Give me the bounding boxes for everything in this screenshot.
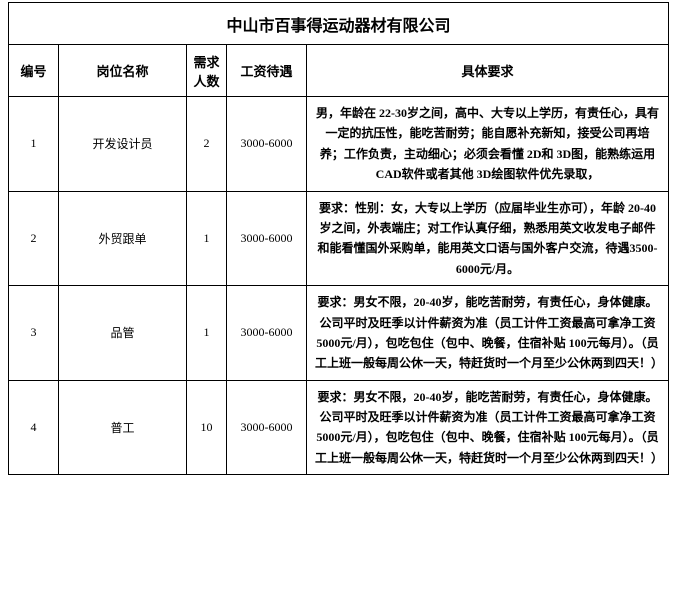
cell-count: 1 [187,191,227,286]
cell-count: 10 [187,380,227,475]
title-row: 中山市百事得运动器材有限公司 [9,3,669,45]
col-header-requirement: 具体要求 [307,45,669,97]
cell-requirement: 要求：性别：女，大专以上学历（应届毕业生亦可），年龄 20-40岁之间，外表端庄… [307,191,669,286]
cell-requirement: 要求：男女不限，20-40岁，能吃苦耐劳，有责任心，身体健康。公司平时及旺季以计… [307,286,669,381]
cell-position: 开发设计员 [59,97,187,192]
col-header-count: 需求人数 [187,45,227,97]
cell-salary: 3000-6000 [227,380,307,475]
cell-position: 外贸跟单 [59,191,187,286]
table-row: 2 外贸跟单 1 3000-6000 要求：性别：女，大专以上学历（应届毕业生亦… [9,191,669,286]
table-row: 3 品管 1 3000-6000 要求：男女不限，20-40岁，能吃苦耐劳，有责… [9,286,669,381]
cell-salary: 3000-6000 [227,97,307,192]
cell-salary: 3000-6000 [227,191,307,286]
table-row: 4 普工 10 3000-6000 要求：男女不限，20-40岁，能吃苦耐劳，有… [9,380,669,475]
col-header-no: 编号 [9,45,59,97]
col-header-position: 岗位名称 [59,45,187,97]
table-row: 1 开发设计员 2 3000-6000 男，年龄在 22-30岁之间，高中、大专… [9,97,669,192]
cell-count: 1 [187,286,227,381]
cell-no: 3 [9,286,59,381]
cell-count: 2 [187,97,227,192]
cell-salary: 3000-6000 [227,286,307,381]
cell-no: 4 [9,380,59,475]
cell-position: 普工 [59,380,187,475]
col-header-salary: 工资待遇 [227,45,307,97]
cell-no: 2 [9,191,59,286]
cell-position: 品管 [59,286,187,381]
cell-no: 1 [9,97,59,192]
recruitment-table: 中山市百事得运动器材有限公司 编号 岗位名称 需求人数 工资待遇 具体要求 1 … [8,2,669,475]
header-row: 编号 岗位名称 需求人数 工资待遇 具体要求 [9,45,669,97]
cell-requirement: 要求：男女不限，20-40岁，能吃苦耐劳，有责任心，身体健康。公司平时及旺季以计… [307,380,669,475]
company-title: 中山市百事得运动器材有限公司 [9,3,669,45]
cell-requirement: 男，年龄在 22-30岁之间，高中、大专以上学历，有责任心，具有一定的抗压性，能… [307,97,669,192]
